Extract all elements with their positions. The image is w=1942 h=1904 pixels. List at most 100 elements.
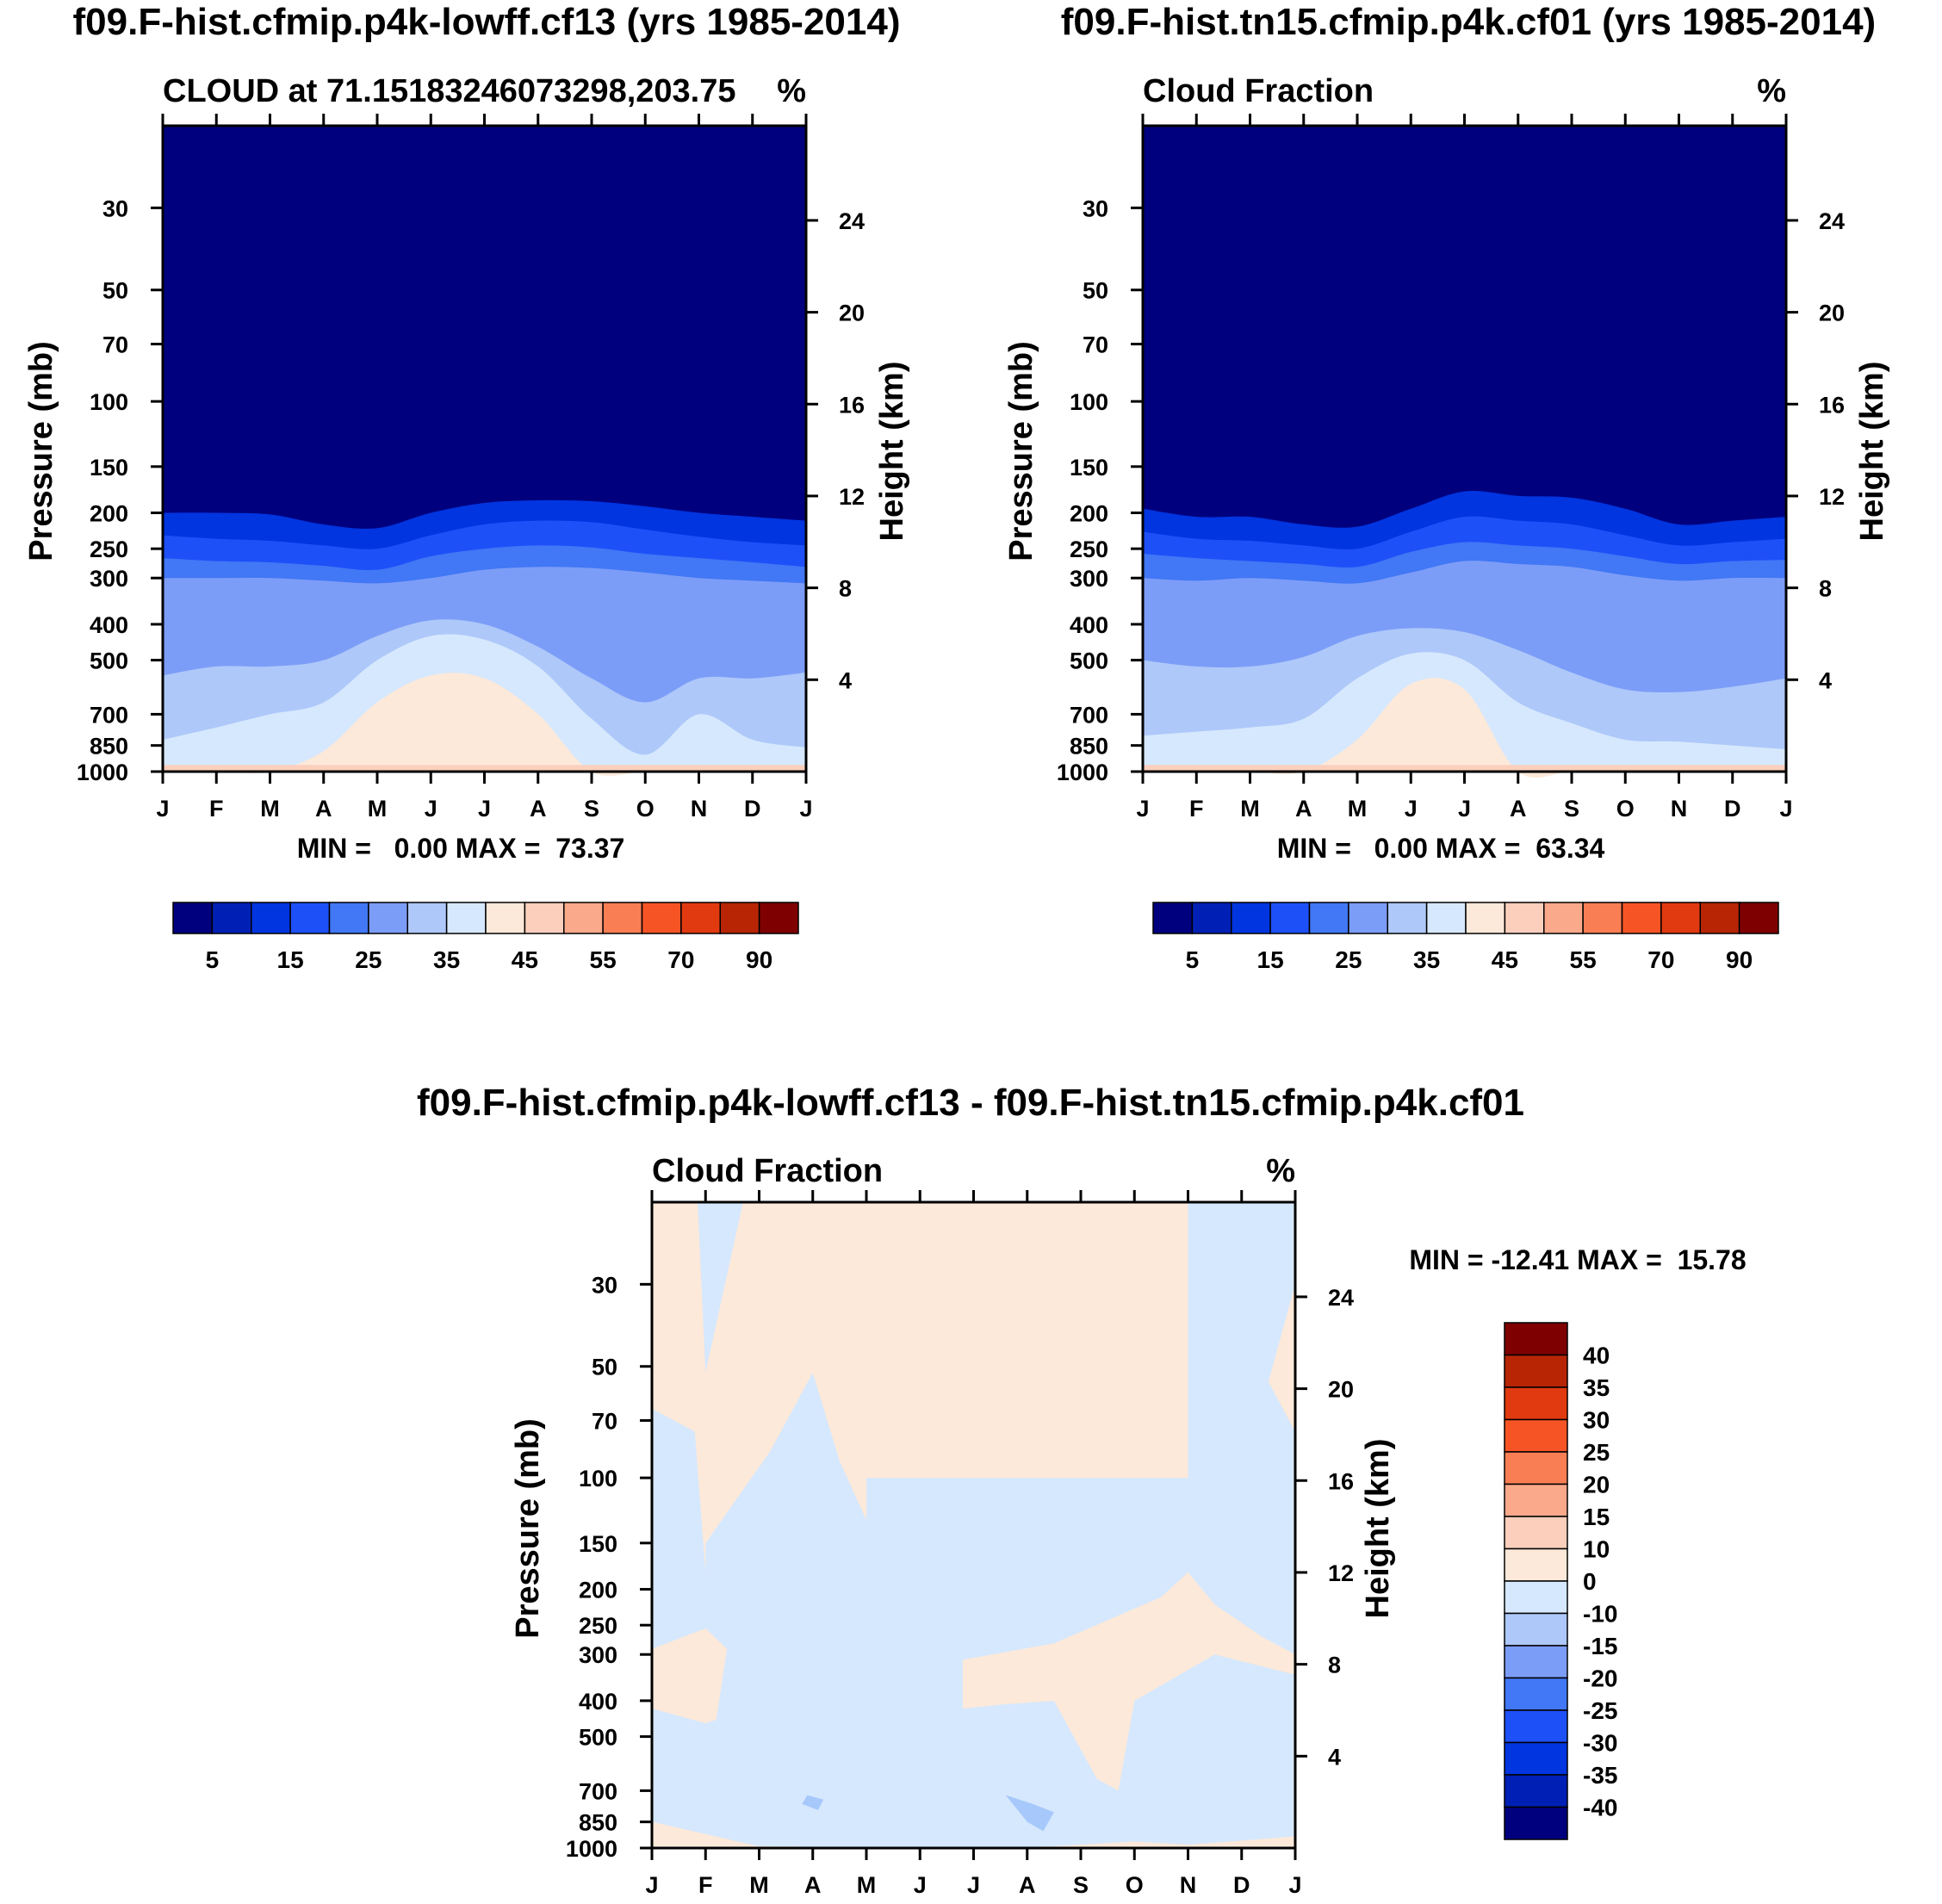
y-tick-label: 850 [579, 1810, 617, 1836]
contour-band [1143, 678, 1786, 778]
y2-tick-label: 24 [1328, 1285, 1354, 1311]
y2-tick-label: 8 [1328, 1653, 1341, 1678]
min-max-stats: MIN = 0.00 MAX = 73.37 [297, 833, 625, 864]
colorbar-label: 70 [667, 946, 694, 973]
y-tick-label: 250 [579, 1613, 617, 1639]
colorbar-swatch [328, 902, 369, 934]
colorbar-swatch [445, 902, 487, 934]
x-tick-label: J [156, 796, 169, 822]
x-tick-label: J [1458, 796, 1471, 822]
colorbar-label: -20 [1583, 1665, 1617, 1692]
x-tick-label: J [478, 796, 491, 822]
panel-title: f09.F-hist.cfmip.p4k-lowff.cf13 - f09.F-… [417, 1082, 1524, 1124]
x-tick-label: A [804, 1872, 822, 1898]
x-tick-label: S [1564, 796, 1579, 822]
colorbar-label: 25 [1583, 1439, 1610, 1466]
y-tick-label: 150 [90, 455, 128, 481]
colorbar-swatch [289, 902, 331, 934]
colorbar-label: 15 [277, 946, 304, 973]
y2-tick-label: 24 [1819, 208, 1845, 234]
colorbar-swatch [1465, 902, 1506, 934]
x-tick-label: M [1240, 796, 1260, 822]
x-tick-label: O [636, 796, 655, 822]
min-max-stats: MIN = -12.41 MAX = 15.78 [1409, 1244, 1746, 1275]
colorbar-swatch [485, 902, 526, 934]
colorbar-swatch [1387, 902, 1428, 934]
y2-axis-label: Height (km) [1854, 362, 1890, 542]
colorbar-label: 70 [1647, 946, 1674, 973]
y-axis-label: Pressure (mb) [510, 1418, 546, 1639]
y2-axis-label: Height (km) [874, 362, 910, 542]
x-tick-label: S [584, 796, 599, 822]
y-tick-label: 100 [579, 1466, 617, 1492]
x-tick-label: N [691, 796, 708, 822]
colorbar-swatch [1308, 902, 1349, 934]
colorbar-swatch [406, 902, 448, 934]
surface-warm-band [1143, 765, 1786, 772]
colorbar-label: 45 [1492, 946, 1518, 973]
y-tick-label: 30 [592, 1272, 617, 1298]
panel-title: f09.F-hist.tn15.cfmip.p4k.cf01 (yrs 1985… [1061, 1, 1876, 43]
y-tick-label: 30 [102, 195, 128, 221]
x-tick-label: N [1671, 796, 1688, 822]
colorbar-label: -40 [1583, 1795, 1617, 1821]
y-tick-label: 850 [90, 734, 128, 760]
x-tick-label: M [857, 1872, 877, 1898]
y-tick-label: 70 [102, 332, 128, 358]
contour-band [163, 673, 806, 776]
surface-warm-band [163, 765, 806, 772]
y-tick-label: 300 [90, 566, 128, 592]
colorbar-swatch [641, 902, 682, 934]
colorbar-swatch [1504, 1645, 1568, 1679]
colorbar-swatch [1504, 1709, 1568, 1744]
colorbar-swatch [524, 902, 565, 934]
colorbar-swatch [1504, 1580, 1568, 1615]
colorbar-swatch [1543, 902, 1584, 934]
x-tick-label: M [1348, 796, 1368, 822]
x-tick-label: D [1233, 1872, 1250, 1898]
colorbar-swatch [1504, 1483, 1568, 1517]
colorbar-label: 55 [590, 946, 617, 973]
y-tick-label: 250 [90, 536, 128, 562]
y-tick-label: 50 [1083, 278, 1108, 304]
y2-tick-label: 16 [839, 392, 865, 418]
colorbar-label: -25 [1583, 1697, 1617, 1724]
x-tick-label: O [1126, 1872, 1144, 1898]
units-label: % [777, 73, 806, 109]
colorbar-swatch [1504, 1418, 1568, 1453]
y-axis-label: Pressure (mb) [1003, 341, 1039, 561]
colorbar-label: 35 [433, 946, 460, 973]
colorbar-swatch [172, 902, 214, 934]
y-tick-label: 500 [579, 1725, 617, 1751]
x-tick-label: D [744, 796, 761, 822]
contour-region [652, 1821, 1295, 1848]
colorbar-swatch [1504, 1806, 1568, 1840]
plot-area: J F M A M J J A S O N D J 30 50 70 100 150 200 250 300 400 500… [77, 114, 865, 822]
y2-tick-label: 4 [1819, 667, 1832, 693]
x-tick-label: A [1510, 796, 1527, 822]
x-tick-label: J [1405, 796, 1418, 822]
colorbar-swatch [1348, 902, 1388, 934]
x-tick-label: A [530, 796, 547, 822]
colorbar-label: 55 [1570, 946, 1597, 973]
y-tick-label: 500 [90, 648, 128, 674]
panel-p2: f09.F-hist.tn15.cfmip.p4k.cf01 (yrs 1985… [1003, 1, 1890, 973]
colorbar-swatch [1621, 902, 1662, 934]
plot-area: J F M A M J J A S O N D J 30 50 70 100 150 200 250 300 400 500… [1057, 114, 1845, 822]
colorbar-swatch [368, 902, 408, 934]
y2-tick-label: 20 [839, 301, 865, 326]
colorbar-label: 30 [1583, 1407, 1610, 1434]
y-tick-label: 200 [1070, 501, 1108, 527]
colorbar: 5 15 25 35 45 55 70 90 [172, 902, 799, 973]
colorbar-swatch [1425, 902, 1467, 934]
panel-p3: f09.F-hist.cfmip.p4k-lowff.cf13 - f09.F-… [417, 1082, 1747, 1898]
colorbar-label: 10 [1583, 1536, 1610, 1563]
plot-area: J F M A M J J A S O N D J 30 50 70 100 150 200 250 300 400 500… [566, 1190, 1354, 1898]
colorbar-swatch [1504, 1451, 1568, 1485]
x-tick-label: J [1136, 796, 1149, 822]
colorbar-swatch [1504, 1516, 1568, 1550]
x-tick-label: M [749, 1872, 769, 1898]
colorbar-label: 25 [355, 946, 382, 973]
colorbar-label: 45 [512, 946, 538, 973]
panel-title: f09.F-hist.cfmip.p4k-lowff.cf13 (yrs 198… [73, 1, 901, 43]
